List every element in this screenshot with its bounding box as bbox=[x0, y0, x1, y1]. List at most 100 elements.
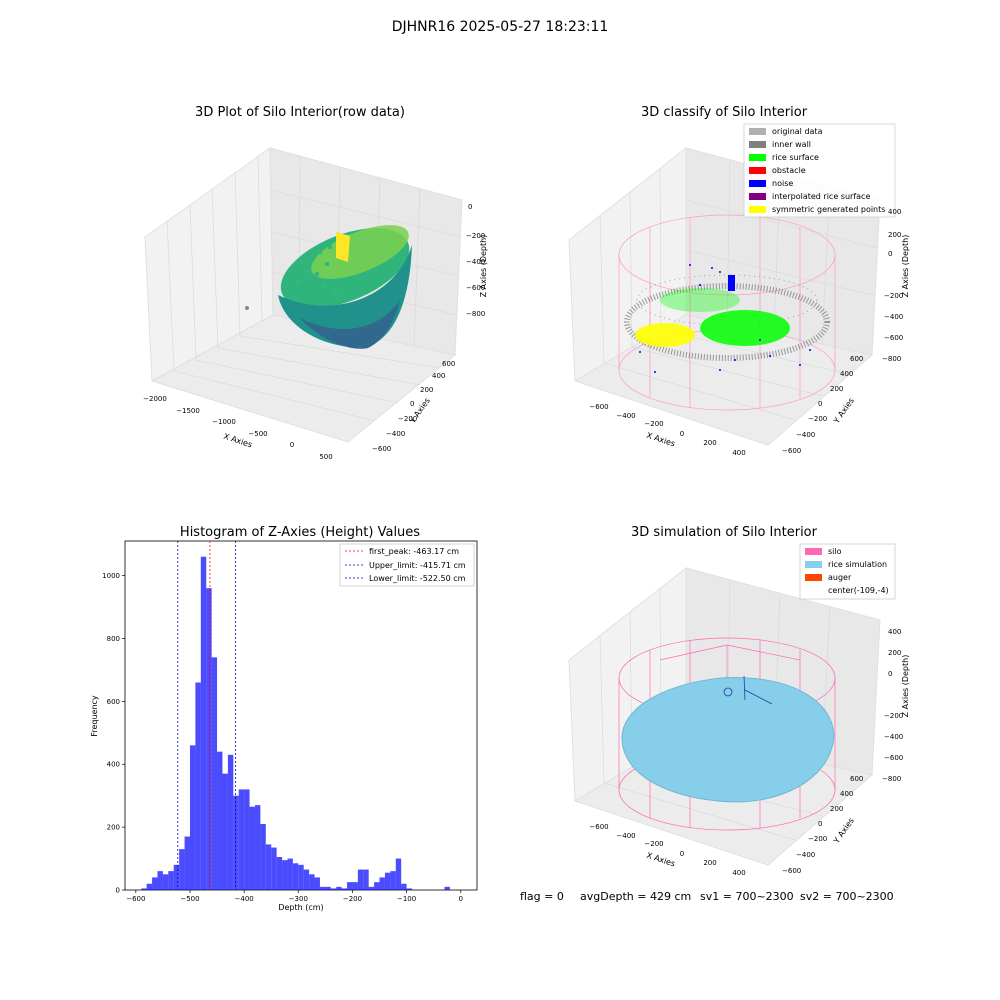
hist-bar bbox=[184, 836, 190, 890]
legend-swatch-symmetric bbox=[749, 206, 766, 213]
hist-bar bbox=[168, 871, 174, 890]
hist-bar bbox=[395, 858, 402, 890]
raw-zlabel: Z Axies (Depth) bbox=[479, 235, 488, 298]
classify-ylabel: Y Axies bbox=[831, 396, 856, 426]
sim-legend: silo rice simulation auger center(-109,-… bbox=[799, 543, 896, 600]
svg-text:−600: −600 bbox=[884, 334, 903, 342]
panel-classify-title: 3D classify of Silo Interior bbox=[641, 105, 808, 120]
hist-x-tick-label: −600 bbox=[126, 895, 145, 903]
svg-text:−500: −500 bbox=[248, 430, 267, 438]
legend-swatch-original-data bbox=[749, 128, 766, 135]
hist-bar bbox=[347, 882, 353, 890]
hist-bar bbox=[406, 888, 413, 890]
svg-text:−400: −400 bbox=[466, 258, 485, 266]
svg-text:0: 0 bbox=[888, 670, 892, 678]
legend-swatch-obstacle bbox=[749, 167, 766, 174]
sim-zlabel: Z Axies (Depth) bbox=[901, 655, 910, 718]
legend-swatch-rice-simulation bbox=[805, 561, 822, 568]
hist-x-tick-label: −100 bbox=[397, 895, 416, 903]
svg-text:400: 400 bbox=[840, 790, 853, 798]
hist-bar bbox=[314, 877, 320, 890]
svg-text:Upper_limit: -415.71 cm: Upper_limit: -415.71 cm bbox=[369, 561, 466, 570]
svg-text:obstacle: obstacle bbox=[772, 166, 806, 175]
legend-swatch-inner-wall bbox=[749, 141, 766, 148]
hist-bar bbox=[254, 805, 261, 890]
svg-text:0: 0 bbox=[818, 400, 822, 408]
svg-text:0: 0 bbox=[410, 400, 414, 408]
svg-text:−400: −400 bbox=[884, 733, 903, 741]
hist-bar bbox=[390, 871, 396, 890]
svg-text:original data: original data bbox=[772, 127, 823, 136]
raw-z-ticks: 0 −200 −400 −600 −800 bbox=[466, 203, 485, 318]
svg-text:interpolated rice surface: interpolated rice surface bbox=[772, 192, 870, 201]
footer-flag: flag = 0 bbox=[520, 890, 564, 903]
hist-x-tick-label: 0 bbox=[459, 895, 463, 903]
svg-text:400: 400 bbox=[888, 628, 901, 636]
hist-bar bbox=[341, 888, 348, 890]
svg-text:600: 600 bbox=[850, 775, 863, 783]
classify-legend: original data inner wall rice surface ob… bbox=[743, 123, 896, 218]
figure-title: DJHNR16 2025-05-27 18:23:11 bbox=[392, 19, 609, 35]
svg-text:−800: −800 bbox=[882, 355, 901, 363]
svg-text:0: 0 bbox=[680, 430, 684, 438]
svg-text:200: 200 bbox=[888, 649, 901, 657]
classify-y-ticks: −600 −400 −200 0 200 400 600 bbox=[782, 355, 863, 455]
panel-classify-3d: 3D classify of Silo Interior bbox=[568, 105, 910, 457]
legend-swatch-interpolated bbox=[749, 193, 766, 200]
svg-text:500: 500 bbox=[319, 453, 332, 461]
svg-text:−2000: −2000 bbox=[143, 395, 167, 403]
footer-status: flag = 0 avgDepth = 429 cm sv1 = 700~230… bbox=[520, 890, 894, 903]
hist-bar bbox=[336, 886, 342, 890]
hist-bar bbox=[319, 886, 326, 890]
svg-text:inner wall: inner wall bbox=[772, 140, 811, 149]
sim-z-ticks: 400 200 0 −200 −400 −600 −800 bbox=[882, 628, 903, 783]
raw-pane-floor bbox=[150, 314, 457, 443]
panel-simulation-3d: 3D simulation of Silo Interior bbox=[568, 525, 910, 877]
hist-bar bbox=[162, 874, 169, 890]
hist-x-tick-label: −200 bbox=[343, 895, 362, 903]
hist-x-ticks: −600 −500 −400 −300 −200 −100 0 bbox=[126, 890, 463, 903]
svg-text:noise: noise bbox=[772, 179, 793, 188]
hist-bar bbox=[303, 869, 310, 890]
hist-y-tick-label: 1000 bbox=[102, 572, 120, 580]
hist-bar bbox=[363, 869, 369, 890]
svg-text:−200: −200 bbox=[808, 415, 827, 423]
classify-silo-wireframe bbox=[618, 214, 836, 411]
svg-text:600: 600 bbox=[850, 355, 863, 363]
hist-bar bbox=[368, 886, 375, 890]
svg-text:−200: −200 bbox=[644, 840, 663, 848]
svg-text:−200: −200 bbox=[884, 292, 903, 300]
hist-bar bbox=[217, 751, 223, 890]
hist-bar bbox=[146, 883, 153, 890]
svg-text:−600: −600 bbox=[782, 867, 801, 875]
svg-text:Lower_limit: -522.50 cm: Lower_limit: -522.50 cm bbox=[369, 574, 466, 583]
svg-text:−600: −600 bbox=[466, 284, 485, 292]
svg-text:400: 400 bbox=[840, 370, 853, 378]
panel-simulation-title: 3D simulation of Silo Interior bbox=[631, 525, 818, 540]
svg-text:200: 200 bbox=[830, 805, 843, 813]
svg-text:rice surface: rice surface bbox=[772, 153, 819, 162]
raw-y-ticks: −600 −400 −200 0 200 400 600 bbox=[372, 360, 455, 453]
hist-y-tick-label: 0 bbox=[116, 887, 120, 895]
svg-text:400: 400 bbox=[732, 869, 745, 877]
footer-sv1: sv1 = 700~2300 bbox=[700, 890, 794, 903]
hist-x-tick-label: −400 bbox=[235, 895, 254, 903]
hist-bar bbox=[265, 844, 272, 890]
hist-y-ticks: 0 200 400 600 800 1000 bbox=[102, 572, 125, 895]
hist-bar bbox=[292, 863, 299, 890]
hist-ylabel: Frequency bbox=[90, 695, 99, 737]
svg-text:−600: −600 bbox=[589, 403, 608, 411]
hist-legend: first_peak: -463.17 cm Upper_limit: -415… bbox=[339, 543, 475, 587]
panel-histogram: Histogram of Z-Axies (Height) Values −60… bbox=[90, 525, 478, 912]
hist-y-tick-label: 800 bbox=[107, 635, 120, 643]
hist-bar bbox=[227, 754, 234, 890]
hist-bar bbox=[157, 871, 163, 890]
hist-bar bbox=[352, 882, 358, 890]
footer-avg-depth: avgDepth = 429 cm bbox=[580, 890, 691, 903]
sim-x-ticks: −600 −400 −200 0 200 400 bbox=[589, 823, 745, 877]
sim-ylabel: Y Axies bbox=[831, 816, 856, 846]
hist-bar bbox=[282, 860, 288, 890]
svg-text:0: 0 bbox=[680, 850, 684, 858]
svg-text:silo: silo bbox=[828, 547, 842, 556]
hist-bar bbox=[249, 806, 255, 890]
